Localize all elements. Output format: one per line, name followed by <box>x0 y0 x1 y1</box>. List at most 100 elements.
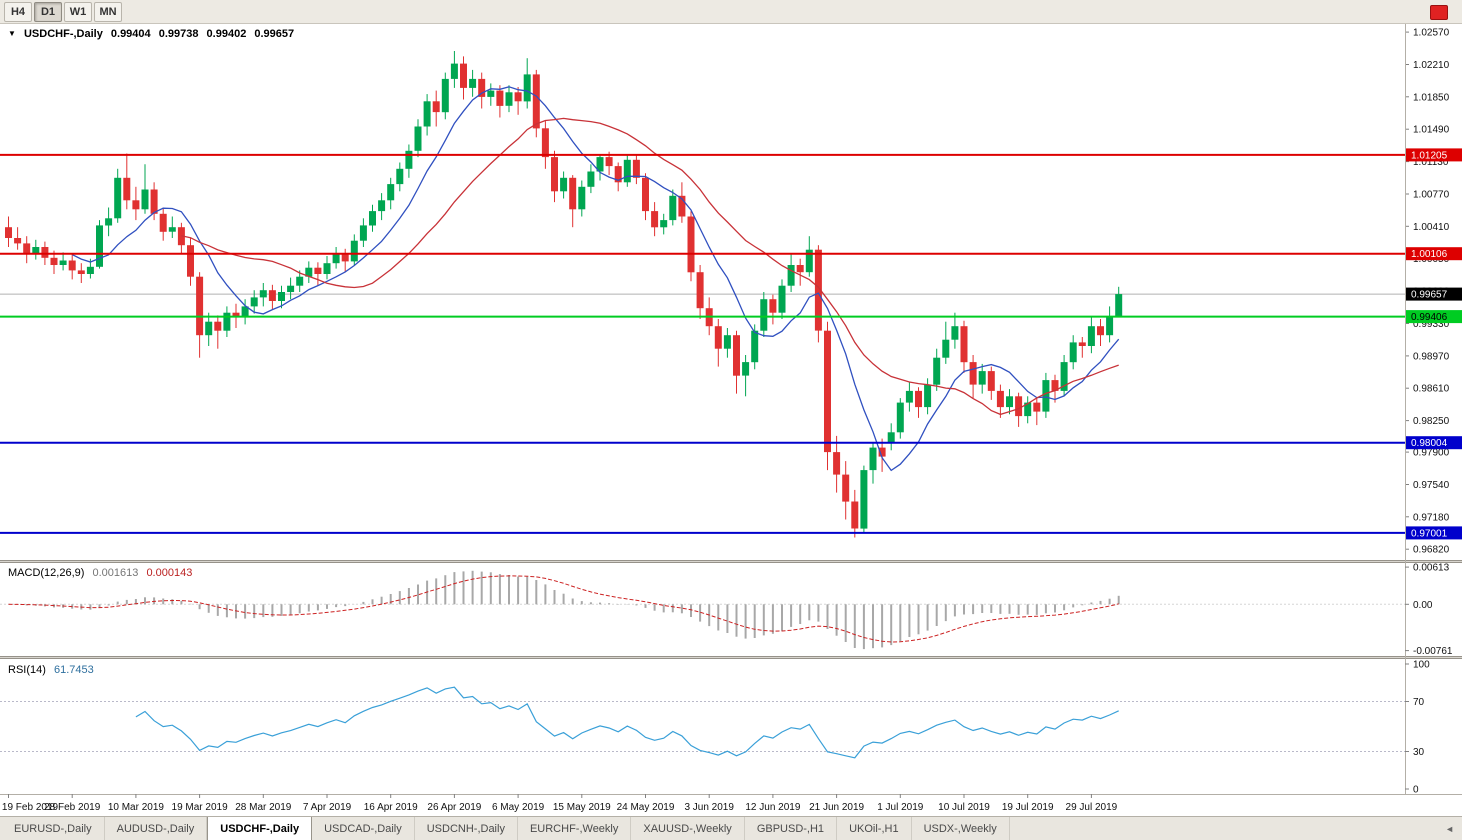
price-tag-0.99406-bg <box>1406 310 1462 324</box>
symbol-tab-eurusd-daily[interactable]: EURUSD-,Daily <box>2 817 105 840</box>
symbol-tab-usdx-weekly[interactable]: USDX-,Weekly <box>912 817 1010 840</box>
price-tag-1.01205: 1.01205 <box>1411 150 1448 161</box>
price-tick-label: 0.99330 <box>1413 319 1450 330</box>
candle <box>714 326 722 349</box>
symbol-tab-eurchf-weekly[interactable]: EURCHF-,Weekly <box>518 817 632 840</box>
price-tick-label: 1.02210 <box>1413 60 1450 71</box>
candle <box>678 195 686 217</box>
candle <box>50 257 58 265</box>
date-label: 6 May 2019 <box>492 802 545 813</box>
candle <box>924 384 932 408</box>
candle <box>687 216 695 273</box>
candle <box>669 195 677 221</box>
price-tick-label: 1.01850 <box>1413 92 1450 103</box>
candle <box>59 260 67 265</box>
symbol-tab-gbpusd-h1[interactable]: GBPUSD-,H1 <box>745 817 838 840</box>
date-label: 24 May 2019 <box>617 802 675 813</box>
candle <box>587 171 595 187</box>
candle <box>96 225 103 267</box>
tab-scroll-left-icon[interactable]: ◄ <box>1445 823 1454 834</box>
date-label: 10 Mar 2019 <box>108 802 165 813</box>
candle <box>32 247 40 255</box>
candle <box>860 470 868 529</box>
candle <box>596 157 604 172</box>
candle <box>551 157 558 192</box>
panel-divider[interactable] <box>0 560 1462 563</box>
candle <box>350 240 358 262</box>
candle <box>105 218 113 226</box>
date-label: 10 Jul 2019 <box>938 802 990 813</box>
current-price-tag: 0.99657 <box>1411 290 1448 301</box>
price-tick-label: 1.01490 <box>1413 125 1450 136</box>
candle <box>323 263 331 274</box>
candle <box>14 238 22 244</box>
candle <box>532 74 540 129</box>
timeframe-button-w1[interactable]: W1 <box>64 1 92 22</box>
candle <box>896 402 904 433</box>
candle <box>196 276 204 336</box>
candle <box>514 92 522 102</box>
candle <box>359 225 367 241</box>
macd-axis-label: 0.00 <box>1413 600 1433 611</box>
symbol-tab-ukoil-h1[interactable]: UKOil-,H1 <box>837 817 912 840</box>
timeframe-button-h4[interactable]: H4 <box>4 1 32 22</box>
candle <box>805 249 813 273</box>
candle <box>887 432 895 444</box>
candle <box>1078 342 1086 346</box>
chart-canvas[interactable]: 1.02570 1.02210 1.01850 1.01490 1.01130 1.007… <box>0 24 1462 816</box>
rsi-axis-label: 70 <box>1413 697 1425 708</box>
moving-average-8 <box>71 86 1120 472</box>
candle <box>996 390 1004 408</box>
symbol-tab-bar: EURUSD-,Daily AUDUSD-,Daily USDCHF-,Daily U… <box>0 816 1462 840</box>
current-price-tag-bg <box>1406 287 1462 301</box>
candle <box>432 101 440 113</box>
candle <box>987 371 995 391</box>
candle <box>623 159 631 183</box>
candle <box>168 227 176 232</box>
candle <box>387 184 395 201</box>
candle <box>369 211 376 226</box>
candle <box>969 362 977 385</box>
candle <box>769 299 777 313</box>
symbol-tab-usdchf-daily[interactable]: USDCHF-,Daily <box>207 817 313 840</box>
date-label: 29 Jul 2019 <box>1066 802 1118 813</box>
rsi-axis-label: 100 <box>1413 660 1430 671</box>
chart-symbol-period: USDCHF-,Daily <box>23 28 103 40</box>
red-status-button[interactable] <box>1430 5 1448 20</box>
candle <box>223 312 231 331</box>
candle <box>232 312 240 318</box>
symbol-tab-usdcnh-daily[interactable]: USDCNH-,Daily <box>415 817 518 840</box>
candle <box>132 200 140 210</box>
price-tick-label: 0.97180 <box>1413 512 1450 523</box>
date-label: 26 Apr 2019 <box>427 802 481 813</box>
candle <box>187 245 194 277</box>
candle <box>814 249 822 331</box>
candle <box>41 247 49 258</box>
candle <box>341 254 349 262</box>
timeframe-button-d1[interactable]: D1 <box>34 1 62 22</box>
panel-divider[interactable] <box>0 656 1462 659</box>
price-tick-label: 0.97900 <box>1413 448 1450 459</box>
price-tag-0.99406: 0.99406 <box>1411 312 1448 323</box>
macd-label: MACD(12,26,9) 0.001613 0.000143 <box>8 567 197 579</box>
rsi-axis-label: 30 <box>1413 747 1425 758</box>
candle <box>723 335 731 349</box>
symbol-tab-audusd-daily[interactable]: AUDUSD-,Daily <box>105 817 208 840</box>
candle <box>1042 380 1050 412</box>
price-tick-label: 0.96820 <box>1413 545 1450 556</box>
candle <box>569 177 577 210</box>
candle <box>905 390 913 403</box>
ohlc-high: 0.99738 <box>158 28 199 40</box>
moving-average-20 <box>181 117 1119 416</box>
ohlc-open: 0.99404 <box>110 28 151 40</box>
timeframe-button-mn[interactable]: MN <box>94 1 122 22</box>
price-tick-label: 1.02570 <box>1413 28 1450 39</box>
candle <box>933 357 941 385</box>
symbol-dropdown-icon[interactable]: ▼ <box>8 29 16 38</box>
symbol-tab-xauusd-weekly[interactable]: XAUUSD-,Weekly <box>631 817 745 840</box>
candle <box>332 254 340 264</box>
candle <box>560 177 568 192</box>
candle <box>1115 294 1123 317</box>
candle <box>77 270 85 274</box>
symbol-tab-usdcad-daily[interactable]: USDCAD-,Daily <box>312 817 415 840</box>
